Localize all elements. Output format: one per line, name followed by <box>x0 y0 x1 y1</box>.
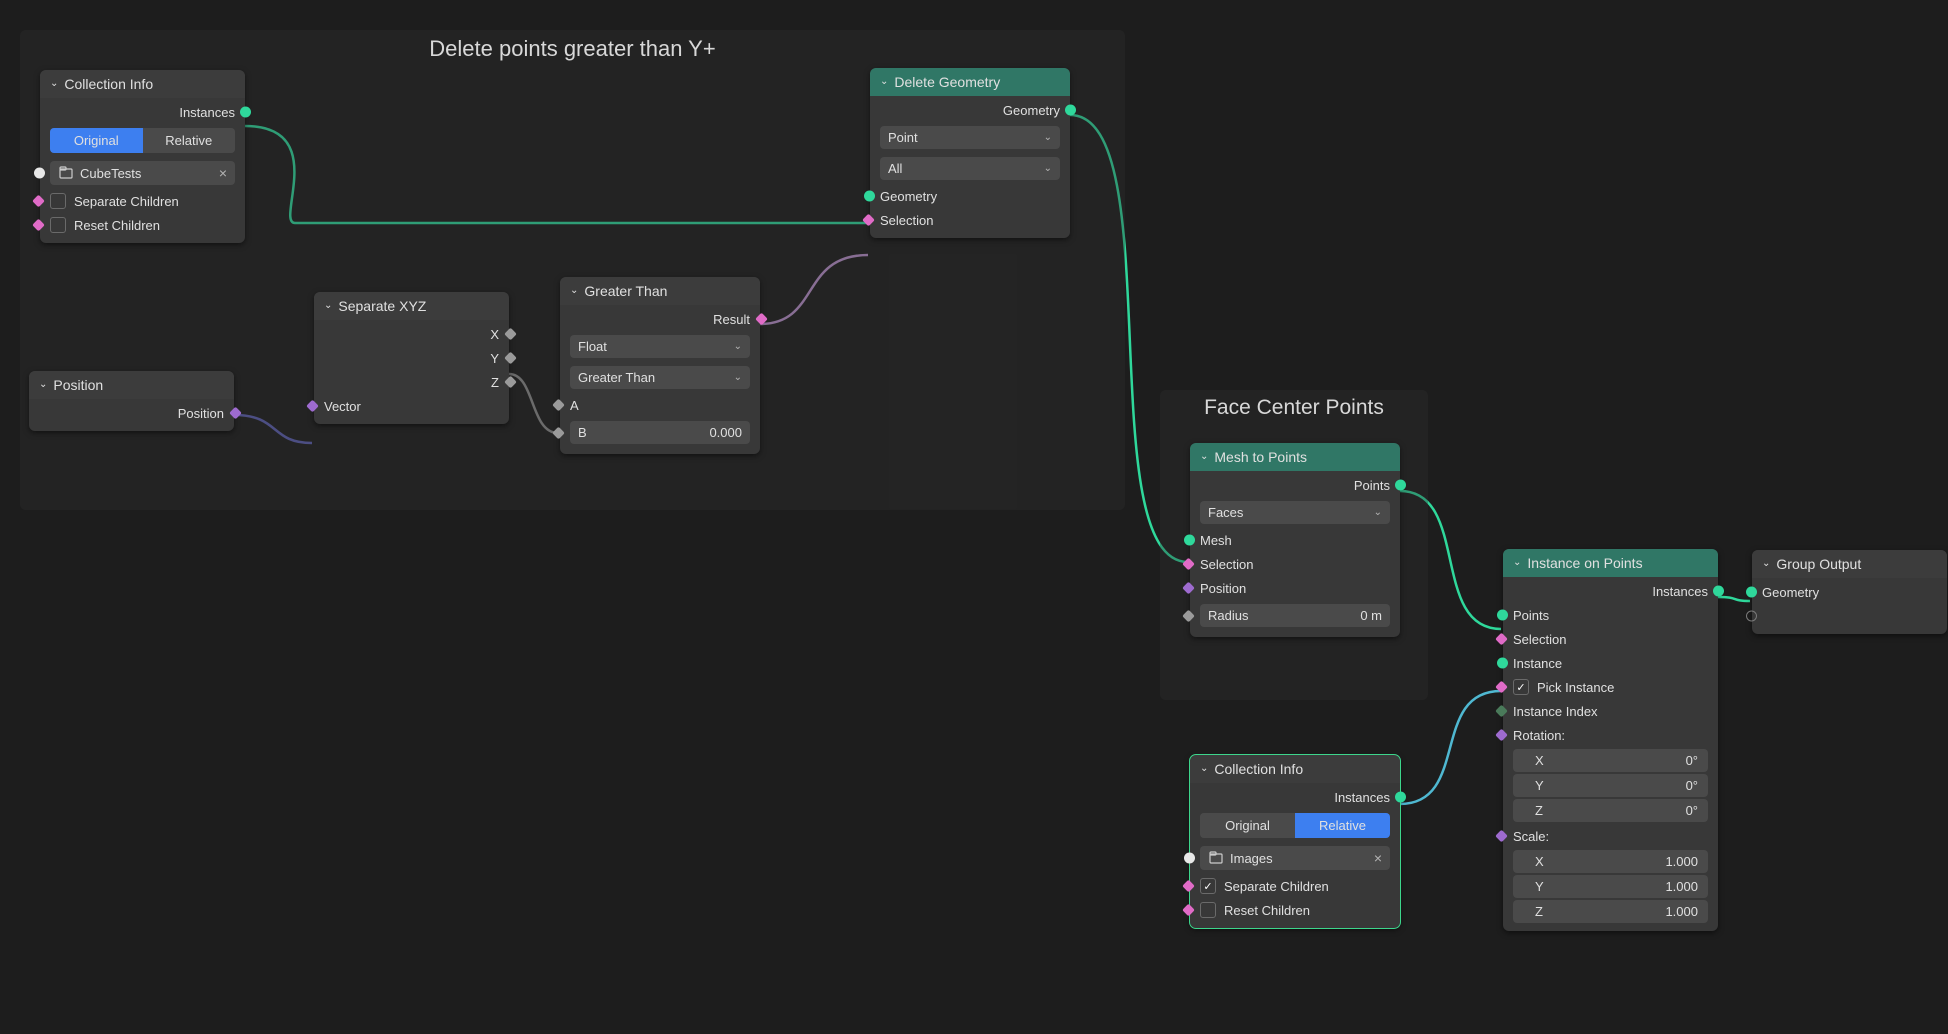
input-selection: Selection <box>870 208 1070 232</box>
node-header[interactable]: ⌄ Greater Than <box>560 277 760 305</box>
input-instance: Instance <box>1503 651 1718 675</box>
op-dropdown[interactable]: Greater Than⌄ <box>570 366 750 389</box>
node-title: Mesh to Points <box>1214 449 1307 465</box>
transform-toggle[interactable]: Original Relative <box>50 128 235 153</box>
chevron-down-icon: ⌄ <box>1200 451 1208 462</box>
rotation-y[interactable]: Y0° <box>1513 774 1708 797</box>
input-scale: Scale: <box>1503 824 1718 848</box>
output-z: Z <box>314 370 509 394</box>
input-virtual <box>1752 604 1947 628</box>
input-b[interactable]: B0.000 <box>560 417 760 448</box>
chevron-down-icon: ⌄ <box>570 285 578 296</box>
input-separate-children[interactable]: Separate Children <box>1190 874 1400 898</box>
input-position: Position <box>1190 576 1400 600</box>
node-greater-than[interactable]: ⌄ Greater Than Result Float⌄ Greater Tha… <box>560 277 760 454</box>
node-title: Position <box>53 377 103 393</box>
node-header[interactable]: ⌄ Collection Info <box>1190 755 1400 783</box>
node-collection-info[interactable]: ⌄ Collection Info Instances Original Rel… <box>1190 755 1400 928</box>
scale-z[interactable]: Z1.000 <box>1513 900 1708 923</box>
node-separate-xyz[interactable]: ⌄ Separate XYZ X Y Z Vector <box>314 292 509 424</box>
node-header[interactable]: ⌄ Mesh to Points <box>1190 443 1400 471</box>
clear-icon[interactable]: × <box>1374 850 1382 866</box>
rotation-z[interactable]: Z0° <box>1513 799 1708 822</box>
node-header[interactable]: ⌄ Collection Info <box>40 70 245 98</box>
input-geometry: Geometry <box>1752 580 1947 604</box>
output-geometry: Geometry <box>870 98 1070 122</box>
scale-x[interactable]: X1.000 <box>1513 850 1708 873</box>
chevron-down-icon: ⌄ <box>1762 558 1770 569</box>
output-points: Points <box>1190 473 1400 497</box>
output-instances: Instances <box>1190 785 1400 809</box>
node-header[interactable]: ⌄ Delete Geometry <box>870 68 1070 96</box>
mode-dropdown[interactable]: All⌄ <box>880 157 1060 180</box>
chevron-down-icon: ⌄ <box>39 379 47 390</box>
input-pick-instance[interactable]: Pick Instance <box>1503 675 1718 699</box>
chevron-down-icon: ⌄ <box>880 76 888 87</box>
chevron-down-icon: ⌄ <box>1513 557 1521 568</box>
input-reset-children[interactable]: Reset Children <box>1190 898 1400 922</box>
node-header[interactable]: ⌄ Position <box>29 371 234 399</box>
node-header[interactable]: ⌄ Group Output <box>1752 550 1947 578</box>
node-header[interactable]: ⌄ Instance on Points <box>1503 549 1718 577</box>
node-title: Delete Geometry <box>894 74 1000 90</box>
output-result: Result <box>560 307 760 331</box>
input-collection[interactable]: CubeTests × <box>40 157 245 189</box>
node-group-output[interactable]: ⌄ Group Output Geometry <box>1752 550 1947 634</box>
type-dropdown[interactable]: Float⌄ <box>570 335 750 358</box>
input-collection[interactable]: Images × <box>1190 842 1400 874</box>
node-header[interactable]: ⌄ Separate XYZ <box>314 292 509 320</box>
node-title: Separate XYZ <box>338 298 426 314</box>
chevron-down-icon: ⌄ <box>50 78 58 89</box>
input-separate-children[interactable]: Separate Children <box>40 189 245 213</box>
input-selection: Selection <box>1503 627 1718 651</box>
node-position[interactable]: ⌄ Position Position <box>29 371 234 431</box>
node-title: Collection Info <box>64 76 153 92</box>
chevron-down-icon: ⌄ <box>1200 763 1208 774</box>
collection-icon <box>1208 850 1224 866</box>
output-instances: Instances <box>1503 579 1718 603</box>
chevron-down-icon: ⌄ <box>324 300 332 311</box>
transform-toggle[interactable]: Original Relative <box>1200 813 1390 838</box>
collection-icon <box>58 165 74 181</box>
clear-icon[interactable]: × <box>219 165 227 181</box>
input-selection: Selection <box>1190 552 1400 576</box>
input-instance-index: Instance Index <box>1503 699 1718 723</box>
input-points: Points <box>1503 603 1718 627</box>
node-collection-info[interactable]: ⌄ Collection Info Instances Original Rel… <box>40 70 245 243</box>
frame-title: Face Center Points <box>1160 396 1428 420</box>
node-instance-on-points[interactable]: ⌄ Instance on Points Instances Points Se… <box>1503 549 1718 931</box>
input-vector: Vector <box>314 394 509 418</box>
node-delete-geometry[interactable]: ⌄ Delete Geometry Geometry Point⌄ All⌄ G… <box>870 68 1070 238</box>
node-title: Instance on Points <box>1527 555 1642 571</box>
input-radius[interactable]: Radius0 m <box>1190 600 1400 631</box>
node-title: Greater Than <box>584 283 667 299</box>
rotation-x[interactable]: X0° <box>1513 749 1708 772</box>
mode-dropdown[interactable]: Faces⌄ <box>1200 501 1390 524</box>
input-rotation: Rotation: <box>1503 723 1718 747</box>
output-y: Y <box>314 346 509 370</box>
input-mesh: Mesh <box>1190 528 1400 552</box>
output-position: Position <box>29 401 234 425</box>
frame-title: Delete points greater than Y+ <box>20 36 1125 62</box>
domain-dropdown[interactable]: Point⌄ <box>880 126 1060 149</box>
input-reset-children[interactable]: Reset Children <box>40 213 245 237</box>
node-title: Collection Info <box>1214 761 1303 777</box>
scale-y[interactable]: Y1.000 <box>1513 875 1708 898</box>
input-geometry: Geometry <box>870 184 1070 208</box>
node-title: Group Output <box>1776 556 1861 572</box>
node-mesh-to-points[interactable]: ⌄ Mesh to Points Points Faces⌄ Mesh Sele… <box>1190 443 1400 637</box>
input-a: A <box>560 393 760 417</box>
output-x: X <box>314 322 509 346</box>
output-instances: Instances <box>40 100 245 124</box>
